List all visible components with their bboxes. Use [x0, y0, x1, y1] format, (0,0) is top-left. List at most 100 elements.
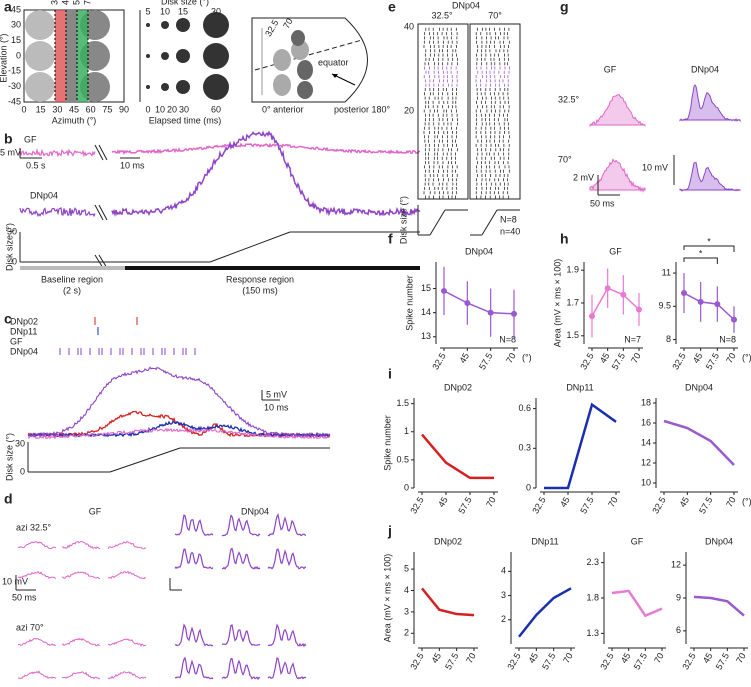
x-tick-label: 45 [69, 104, 79, 114]
x-tick-label: 32.5 [578, 351, 595, 371]
scale-label: 10 mV [2, 576, 28, 586]
y-tick-label: 1.9 [566, 265, 579, 275]
x-tick-label: 45 [429, 651, 443, 665]
tick-label: 10 [155, 104, 165, 114]
panel-label: i [388, 366, 392, 382]
data-line [591, 287, 640, 317]
data-line [421, 587, 475, 617]
panel-label: g [560, 0, 569, 15]
x-tick-label: 57.5 [610, 351, 627, 371]
trace [174, 514, 214, 536]
chart-title: DNp04 [685, 382, 713, 392]
trace [267, 548, 307, 570]
trace [17, 670, 57, 680]
x-tick-label: 45 [598, 351, 612, 365]
significance-bracket [683, 245, 735, 252]
x-tick-label: 45 [457, 351, 471, 365]
y-tick-label: 2 [501, 614, 506, 624]
data-point [604, 285, 611, 292]
x-unit: (°) [742, 352, 751, 362]
tick-label: 30 [7, 226, 17, 236]
x-tick-label: 60 [86, 104, 96, 114]
chart-title: DNp04 [705, 536, 733, 546]
x-tick-label: 32.5 [650, 495, 667, 515]
axis-label: Elevation (°) [0, 33, 8, 82]
annotation: N=7 [624, 334, 641, 344]
trace [17, 570, 57, 580]
data-point [620, 291, 627, 298]
x-tick-label: 70 [652, 651, 666, 665]
panel-a-disks [139, 10, 229, 102]
y-tick-label: 12 [671, 560, 681, 570]
x-tick-label: 32.5 [598, 651, 615, 671]
y-tick-label: 10 [641, 477, 651, 487]
row-label: azi 32.5° [16, 522, 52, 532]
dome-angle: 32.5 [263, 18, 280, 38]
y-tick-label: 40 [404, 21, 414, 31]
trace [221, 624, 261, 646]
x-tick-label: 15 [36, 104, 46, 114]
data-point [636, 306, 642, 313]
y-tick-label: 4 [501, 566, 506, 576]
axis-label: Elapsed time (ms) [149, 115, 222, 125]
panel-label: b [4, 131, 13, 147]
x-tick-label: 45 [619, 651, 633, 665]
y-tick-label: 4 [404, 585, 409, 595]
line [98, 254, 108, 269]
x-tick-label: 70 [724, 495, 738, 509]
x-unit: (°) [742, 496, 751, 506]
x-tick-label: 70 [504, 351, 518, 365]
annotation: N=8 [719, 334, 736, 344]
trace [17, 637, 57, 647]
panel-label: h [560, 231, 569, 247]
line [209, 231, 291, 263]
azimuth-label: 45 [60, 0, 70, 5]
x-tick-label: 70 [606, 495, 620, 509]
legend-label: DNp04 [10, 346, 38, 356]
y-tick-label: 1.5 [566, 330, 579, 340]
y-tick-label: 11 [662, 267, 671, 277]
x-tick-label: 45 [558, 495, 572, 509]
y-tick-label: 20 [404, 105, 414, 115]
scale-label: 50 ms [12, 592, 37, 602]
significance-star: * [707, 236, 711, 246]
x-tick-label: 57.5 [714, 651, 731, 671]
legend-label: DNp11 [10, 326, 37, 336]
y-tick-label: -30 [8, 81, 21, 91]
panel-label: j [387, 523, 392, 539]
y-tick-label: 9 [676, 592, 681, 602]
y-axis-label: Spike number [382, 415, 392, 471]
scale-label: 10 ms [120, 160, 145, 170]
trace [19, 207, 96, 218]
chart-title: DNp04 [465, 246, 493, 256]
tick-label: 5 [145, 6, 150, 16]
trace [174, 623, 214, 647]
trace [589, 158, 646, 193]
x-tick-label: 45 [691, 351, 705, 365]
x-tick-label: 32.5 [530, 495, 547, 515]
y-tick-label: 18 [641, 397, 651, 407]
y-tick-label: 5 [404, 563, 409, 573]
axis-label: Azimuth (°) [52, 115, 97, 125]
trace [267, 623, 307, 648]
x-tick-label: 45 [436, 495, 450, 509]
trace [679, 84, 741, 123]
data-line [421, 433, 494, 480]
x-tick-label: 57.5 [540, 651, 557, 671]
trace-label: GF [89, 506, 102, 516]
data-point [487, 309, 494, 316]
y-tick-label: 13 [421, 331, 431, 341]
y-tick-label: 1.5 [396, 398, 409, 408]
anterior-label: 0° anterior [262, 104, 304, 114]
region-label: Baseline region [41, 274, 103, 284]
x-tick-label: 70 [464, 651, 478, 665]
x-tick-label: 70 [484, 495, 498, 509]
tick-label: 15 [178, 6, 188, 16]
column-label: 70° [488, 10, 502, 20]
chart-title: DNp02 [444, 382, 472, 392]
chart-title: GF [631, 536, 644, 546]
chart-title: GF [609, 246, 622, 256]
axis-label: Disk size (°) [161, 0, 209, 6]
y-tick-label: 0.3 [518, 443, 531, 453]
